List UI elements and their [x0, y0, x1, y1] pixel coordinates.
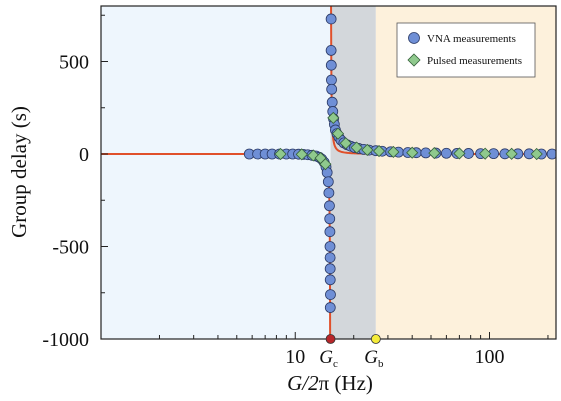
vna-point	[440, 147, 452, 159]
vna-point	[324, 274, 336, 286]
legend-marker-vna	[408, 32, 420, 44]
pulsed-point	[350, 141, 363, 154]
x-tick-label: 100	[474, 346, 504, 368]
pulsed-point	[327, 111, 340, 124]
vna-point	[322, 176, 334, 188]
x-axis-title-pi: π	[319, 371, 330, 395]
pulsed-point	[319, 158, 332, 171]
vna-point	[326, 96, 338, 108]
vna-point	[321, 167, 333, 178]
pulsed-point	[361, 143, 374, 156]
threshold-markers: Gc Gb	[319, 334, 384, 370]
x-axis-ticks: 10 100	[100, 332, 549, 368]
y-tick-label: -1000	[42, 329, 89, 351]
vna-point	[324, 252, 336, 264]
marker-label-Gc: Gc	[319, 347, 338, 370]
pulsed-point	[387, 145, 400, 159]
pulsed-point	[453, 147, 466, 160]
vna-point	[324, 302, 336, 313]
x-axis-title: G/2π (Hz)	[287, 371, 373, 395]
vna-point	[323, 187, 335, 199]
legend-label-pulsed: Pulsed measurements	[427, 55, 522, 67]
y-tick-label: 500	[59, 52, 89, 74]
pulsed-point	[406, 146, 419, 159]
legend: VNA measurements Pulsed measurements	[396, 22, 536, 78]
vna-point	[324, 226, 336, 238]
x-axis-title-unit: (Hz)	[329, 371, 373, 395]
vna-point	[325, 59, 337, 71]
pulsed-point	[505, 147, 518, 160]
x-tick-label: 10	[285, 346, 305, 368]
region-0	[101, 6, 331, 339]
pulsed-point	[372, 144, 386, 158]
vna-point	[324, 263, 336, 275]
pulsed-point	[295, 148, 308, 161]
pulsed-point	[331, 127, 345, 140]
x-axis-title-main: G/2	[287, 371, 319, 395]
vna-point	[325, 289, 336, 301]
marker-label-Gb: Gb	[364, 347, 384, 370]
legend-marker-pulsed	[407, 53, 421, 67]
region-1	[330, 6, 376, 339]
vna-point	[324, 241, 336, 252]
data-points	[243, 13, 556, 313]
pulsed-point	[530, 147, 543, 161]
marker-dot-Gb	[370, 334, 381, 344]
pulsed-point	[479, 147, 492, 160]
y-axis-title: Group delay (s)	[7, 106, 31, 238]
vna-point	[326, 83, 338, 95]
vna-point	[325, 13, 337, 25]
y-axis-ticks: 500 0 -500 -1000	[42, 14, 108, 351]
vna-point	[326, 74, 337, 86]
pulsed-point	[428, 147, 441, 160]
pulsed-point	[339, 137, 352, 150]
legend-label-vna: VNA measurements	[427, 33, 516, 45]
legend-box	[396, 22, 536, 78]
vna-point	[546, 148, 556, 160]
vna-point	[324, 200, 335, 212]
vna-point	[325, 45, 337, 56]
y-tick-label: 0	[79, 144, 89, 166]
y-tick-label: -500	[52, 237, 89, 259]
pulsed-point	[274, 147, 287, 161]
vna-point	[324, 213, 336, 225]
marker-dot-Gc	[325, 334, 336, 344]
